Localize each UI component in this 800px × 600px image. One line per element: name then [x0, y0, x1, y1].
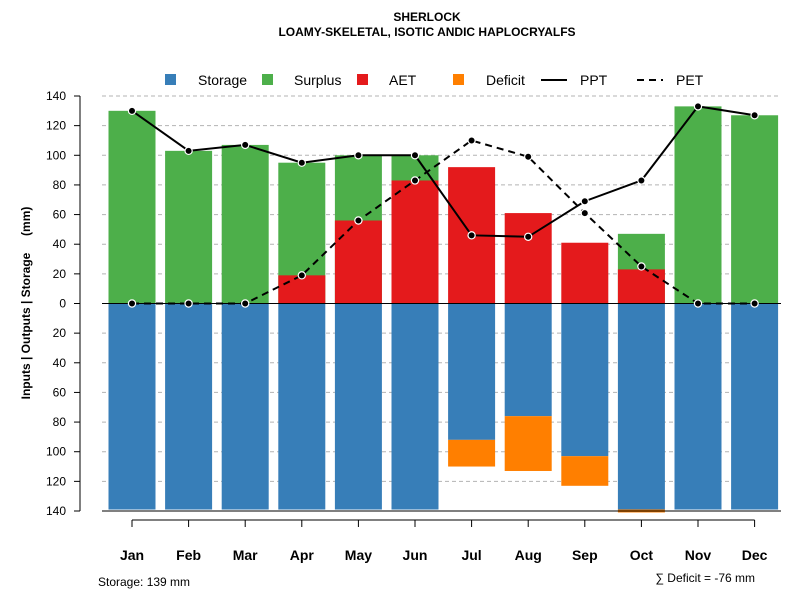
ppt-point — [297, 158, 306, 167]
pet-point — [184, 299, 193, 308]
y-tick-label: 80 — [53, 415, 67, 429]
pet-point — [240, 299, 250, 308]
storage-bar — [334, 303, 382, 510]
x-tick-label: Dec — [742, 547, 768, 563]
legend-label: PET — [676, 72, 704, 88]
legend-swatch — [165, 74, 176, 85]
pet-point — [580, 208, 590, 218]
aet-bar — [278, 275, 326, 304]
pet-point — [297, 271, 306, 280]
surplus-bar — [674, 106, 722, 304]
pet-point — [693, 299, 703, 308]
surplus-bar — [108, 110, 156, 304]
x-tick-label: Feb — [176, 547, 201, 563]
legend-swatch — [357, 74, 368, 85]
y-tick-label: 60 — [53, 385, 67, 399]
y-tick-label: 0 — [59, 297, 66, 311]
aet-bar — [391, 180, 439, 304]
deficit-bar — [448, 439, 496, 467]
y-tick-label: 80 — [53, 178, 67, 192]
deficit-footer: ∑ Deficit = -76 mm — [655, 571, 755, 585]
storage-bar — [278, 303, 326, 510]
legend-swatch — [262, 74, 273, 85]
y-tick-label: 20 — [53, 267, 67, 281]
ppt-point — [693, 102, 703, 111]
ppt-point — [354, 151, 363, 160]
x-tick-label: Aug — [515, 547, 542, 563]
deficit-bar — [504, 416, 552, 471]
ppt-point — [467, 231, 476, 240]
y-tick-label: 100 — [46, 148, 66, 162]
x-tick-label: Sep — [572, 547, 598, 563]
legend: Storage Surplus AET Deficit PPT PET — [165, 72, 704, 88]
chart-title: SHERLOCK — [393, 10, 461, 24]
storage-footer: Storage: 139 mm — [98, 575, 190, 589]
y-tick-label: 20 — [53, 326, 67, 340]
pet-point — [750, 299, 759, 308]
y-axis-label: Inputs | Outputs | Storage (mm) — [19, 207, 33, 400]
ppt-point — [184, 146, 193, 156]
pet-point — [467, 136, 476, 145]
surplus-bar — [221, 144, 269, 304]
storage-bar — [731, 303, 779, 510]
surplus-bar — [165, 150, 213, 304]
pet-point — [637, 262, 646, 271]
y-tick-label: 40 — [53, 356, 67, 370]
storage-bar — [108, 303, 156, 510]
aet-bar — [334, 220, 382, 304]
storage-bar — [674, 303, 722, 510]
x-tick-label: Jan — [120, 547, 144, 563]
y-tick-label: 100 — [46, 445, 66, 459]
legend-label: Surplus — [294, 72, 341, 88]
x-tick-label: Mar — [233, 547, 258, 563]
storage-bar — [165, 303, 213, 510]
legend-label: PPT — [580, 72, 608, 88]
bars — [102, 106, 781, 513]
x-tick-label: Jul — [461, 547, 481, 563]
x-tick-label: Oct — [630, 547, 654, 563]
y-tick-label: 120 — [46, 474, 66, 488]
x-tick-label: Apr — [290, 547, 315, 563]
y-tick-label: 120 — [46, 119, 66, 133]
storage-bar — [448, 303, 496, 440]
y-tick-label: 140 — [46, 504, 66, 518]
ppt-point — [410, 151, 420, 160]
pet-point — [410, 176, 420, 185]
y-tick-label: 40 — [53, 237, 67, 251]
axes: 140 120 100 80 60 40 20 0 20 40 60 80 100 120 140 Jan Fe… — [46, 89, 768, 563]
pet-point — [127, 299, 137, 308]
ppt-point — [580, 197, 590, 206]
ppt-point — [637, 176, 646, 185]
surplus-bar — [731, 115, 779, 304]
series-lines — [127, 102, 759, 308]
ppt-point — [750, 111, 759, 120]
y-tick-label: 140 — [46, 89, 66, 103]
ppt-point — [240, 140, 250, 150]
x-tick-label: Nov — [685, 547, 712, 563]
storage-bar — [391, 303, 439, 510]
deficit-bar — [561, 456, 609, 486]
y-tick-label: 60 — [53, 208, 67, 222]
storage-bar — [561, 303, 609, 457]
ppt-point — [127, 106, 137, 116]
pet-point — [354, 216, 363, 225]
aet-bar — [561, 242, 609, 304]
gridlines — [102, 95, 781, 512]
ppt-point — [524, 232, 533, 242]
storage-bar — [221, 303, 269, 510]
storage-bar — [504, 303, 552, 417]
aet-bar — [504, 213, 552, 304]
aet-bar — [617, 269, 665, 304]
storage-bar — [617, 303, 665, 510]
x-tick-label: May — [345, 547, 372, 563]
x-tick-label: Jun — [403, 547, 428, 563]
legend-swatch — [453, 74, 464, 85]
chart-subtitle: LOAMY-SKELETAL, ISOTIC ANDIC HAPLOCRYALF… — [278, 25, 575, 39]
legend-label: Deficit — [486, 72, 525, 88]
legend-label: AET — [389, 72, 417, 88]
pet-point — [524, 152, 533, 161]
legend-label: Storage — [198, 72, 247, 88]
ppt-line — [131, 105, 755, 238]
